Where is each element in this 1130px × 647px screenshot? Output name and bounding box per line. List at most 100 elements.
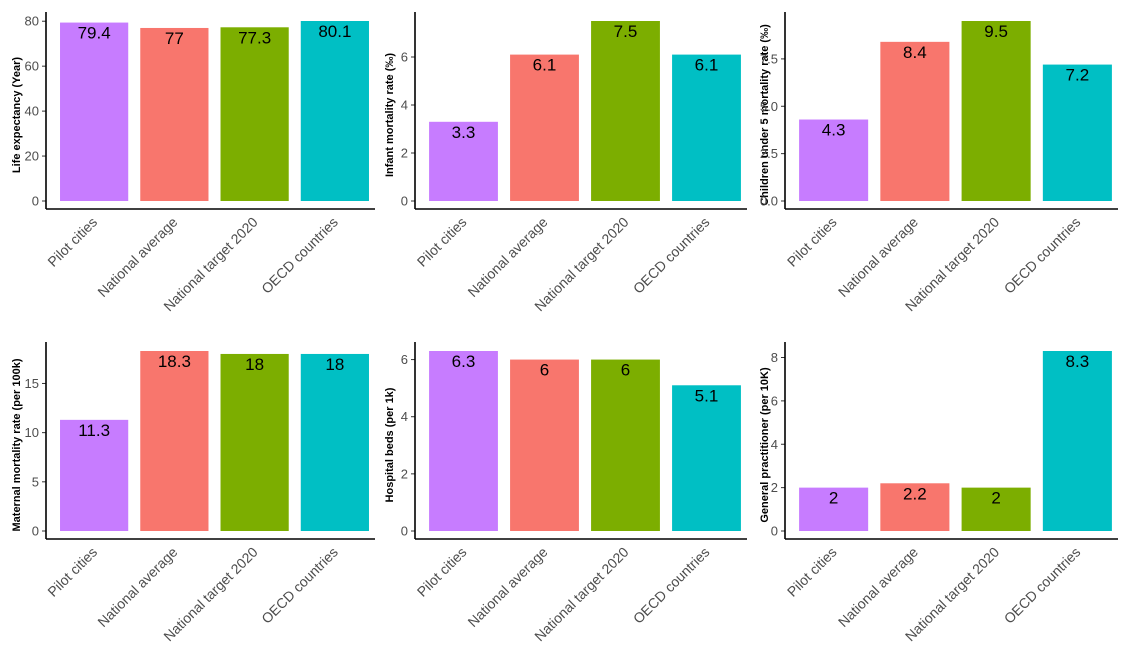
- bar: [220, 353, 289, 531]
- x-category-label: OECD countries: [1001, 214, 1084, 297]
- bar: [880, 483, 950, 531]
- bar: [799, 487, 869, 531]
- bar: [300, 353, 369, 531]
- data-label: 5.1: [695, 386, 719, 405]
- x-category-label: National average: [94, 214, 180, 300]
- data-label: 18.3: [158, 352, 191, 371]
- y-tick-label: 4: [401, 409, 408, 424]
- x-category-label: OECD countries: [258, 544, 341, 627]
- data-label: 8.3: [1066, 352, 1090, 371]
- x-category-label: National average: [835, 544, 921, 630]
- data-label: 8.4: [903, 43, 927, 62]
- data-label: 9.5: [984, 22, 1008, 41]
- y-axis-title: Hospital beds (per 1k): [384, 387, 396, 502]
- y-tick-label: 5.0: [760, 99, 778, 114]
- x-category-label: Pilot cities: [414, 214, 470, 270]
- x-category-label: OECD countries: [258, 214, 341, 297]
- y-tick-label: 10: [25, 425, 39, 440]
- data-label: 4.3: [822, 121, 846, 140]
- y-tick-label: 4: [771, 437, 778, 452]
- chart-panel-5: Hospital beds (per 1k) 0 2 4 6 6.3 Pilot citie…: [384, 342, 747, 644]
- bar: [300, 21, 369, 201]
- data-label: 2.2: [903, 484, 927, 503]
- y-tick-label: 0: [401, 194, 408, 209]
- data-label: 80.1: [318, 22, 351, 41]
- y-tick-label: 8: [771, 350, 778, 365]
- y-tick-label: 20: [25, 149, 39, 164]
- y-tick-label: 4: [401, 98, 408, 113]
- bar: [140, 351, 209, 531]
- bar: [429, 351, 498, 531]
- bar: [591, 21, 660, 201]
- bar: [961, 487, 1031, 531]
- chart-panel-4: Maternal mortality rate (per 100k) 0 5 10 15…: [11, 342, 375, 644]
- chart-panel-2: Infant mortality rate (‰) 0 2 4 6 3.3 Pilot ci…: [384, 12, 747, 314]
- y-axis-title: Infant mortality rate (‰): [384, 53, 396, 177]
- data-label: 6.1: [695, 56, 719, 75]
- y-axis-title: Children under 5 mortality rate (‰): [759, 24, 771, 206]
- data-label: 11.3: [78, 421, 110, 440]
- y-tick-label: 0.0: [760, 194, 778, 209]
- y-tick-label: 0: [32, 524, 39, 539]
- y-tick-label: 2: [401, 466, 408, 481]
- data-label: 6: [540, 361, 549, 380]
- data-label: 79.4: [78, 24, 111, 43]
- y-tick-label: 40: [25, 104, 39, 119]
- bar: [429, 121, 498, 201]
- x-category-label: National average: [464, 544, 550, 630]
- bar: [510, 359, 579, 531]
- data-label: 6.3: [452, 352, 476, 371]
- bar: [880, 41, 950, 202]
- y-tick-label: 0: [401, 524, 408, 539]
- data-label: 6: [621, 361, 630, 380]
- x-category-label: Pilot cities: [784, 544, 840, 600]
- x-category-label: OECD countries: [630, 544, 713, 627]
- bar: [672, 54, 741, 201]
- x-category-label: Pilot cities: [44, 544, 100, 600]
- y-tick-label: 15: [25, 376, 39, 391]
- chart-panel-6: General practitioner (per 10K)0 2 4 6 8 2 Pilo…: [759, 342, 1118, 644]
- bar: [799, 119, 869, 201]
- y-tick-label: 2: [771, 480, 778, 495]
- bar: [1042, 64, 1112, 201]
- data-label: 6.1: [533, 56, 557, 75]
- bar: [60, 419, 129, 531]
- data-label: 77.3: [238, 28, 271, 47]
- y-tick-label: 60: [25, 59, 39, 74]
- chart-panel-1: Life expectancy (Year) 0 20 40 60 80 79.4 Pilot…: [11, 12, 375, 314]
- x-category-label: OECD countries: [630, 214, 713, 297]
- y-axis-title: Life expectancy (Year): [11, 57, 23, 174]
- data-label: 3.3: [452, 123, 476, 142]
- data-label: 18: [245, 355, 264, 374]
- x-category-label: National average: [464, 214, 550, 300]
- bar: [672, 385, 741, 531]
- y-tick-label: 5: [32, 474, 39, 489]
- x-category-label: Pilot cities: [44, 214, 100, 270]
- y-axis-title: Maternal mortality rate (per 100k): [11, 358, 23, 531]
- bar: [961, 21, 1031, 201]
- y-axis-title: General practitioner (per 10K): [759, 367, 771, 523]
- x-category-label: Pilot cities: [414, 544, 470, 600]
- data-label: 77: [165, 29, 184, 48]
- data-label: 2: [829, 489, 838, 508]
- x-category-label: National average: [94, 544, 180, 630]
- bar: [140, 27, 209, 201]
- data-label: 2: [991, 489, 1000, 508]
- bar: [60, 22, 129, 202]
- bar: [1042, 351, 1112, 531]
- bar: [220, 27, 289, 202]
- y-tick-label: 80: [25, 14, 39, 29]
- y-tick-label: 2.5: [760, 146, 778, 161]
- chart-panel-3: Children under 5 mortality rate (‰)0.0 2.…: [759, 12, 1118, 314]
- y-tick-label: 0: [32, 194, 39, 209]
- y-tick-label: 2: [401, 146, 408, 161]
- x-category-label: National average: [835, 214, 921, 300]
- y-tick-label: 7.5: [760, 51, 778, 66]
- data-label: 7.5: [614, 22, 638, 41]
- y-tick-label: 6: [401, 50, 408, 65]
- x-category-label: Pilot cities: [784, 214, 840, 270]
- y-tick-label: 0: [771, 524, 778, 539]
- x-category-label: OECD countries: [1001, 544, 1084, 627]
- bar: [510, 54, 579, 201]
